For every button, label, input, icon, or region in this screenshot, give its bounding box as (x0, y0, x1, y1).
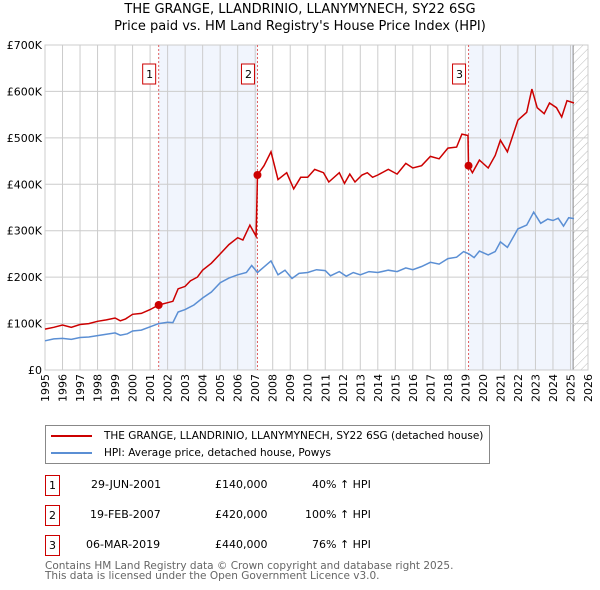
x-tick-label: 1996 (57, 374, 70, 402)
x-tick-label: 2015 (389, 374, 402, 402)
sale-date: 19-FEB-2007 (90, 508, 161, 521)
x-tick-label: 2017 (424, 374, 437, 402)
y-tick-label: £100K (7, 318, 43, 331)
y-tick-label: £0 (28, 364, 42, 377)
x-tick-label: 2014 (372, 374, 385, 402)
sale-hpi: 76% ↑ HPI (312, 538, 371, 551)
sale-number: 3 (45, 535, 60, 556)
sale-label-box (452, 63, 467, 85)
x-tick-label: 1999 (109, 374, 122, 402)
x-tick-label: 2016 (407, 374, 420, 402)
sale-label-box (240, 63, 255, 85)
x-tick-label: 2012 (337, 374, 350, 402)
x-tick-label: 2000 (127, 374, 140, 402)
hpi-line (44, 210, 575, 342)
x-tick-label: 2026 (582, 374, 595, 402)
x-tick-label: 2005 (214, 374, 227, 402)
sale-label-text: 3 (456, 68, 463, 81)
x-tick-label: 1995 (39, 374, 52, 402)
x-tick-label: 2024 (547, 374, 560, 402)
x-tick-label: 2011 (319, 374, 332, 402)
x-tick-label: 2010 (302, 374, 315, 402)
y-tick-label: £300K (7, 225, 43, 238)
x-tick-label: 2007 (249, 374, 262, 402)
x-tick-label: 2004 (197, 374, 210, 402)
forecast-hatch (573, 45, 588, 370)
sale-point (464, 161, 473, 170)
x-tick-label: 2023 (529, 374, 542, 402)
property-price-line (44, 88, 575, 330)
legend-swatch-red (51, 435, 92, 437)
sale-label-box (142, 63, 157, 85)
sale-number: 1 (45, 475, 60, 496)
sale-label-text: 2 (245, 68, 252, 81)
footer-line: Contains HM Land Registry data © Crown c… (45, 560, 454, 572)
x-tick-label: 2022 (512, 374, 525, 402)
shade-region-1 (158, 45, 258, 370)
sale-row-1: 1 29-JUN-2001 £140,000 40% ↑ HPI (45, 475, 465, 496)
x-tick-label: 2018 (442, 374, 455, 402)
sale-price: £440,000 (215, 538, 268, 551)
x-tick-label: 2013 (354, 374, 367, 402)
x-tick-label: 2009 (284, 374, 297, 402)
sale-row-3: 3 06-MAR-2019 £440,000 76% ↑ HPI (45, 535, 465, 556)
footer: Contains HM Land Registry data © Crown c… (45, 560, 454, 582)
y-tick-label: £400K (7, 178, 43, 191)
sale-hpi: 100% ↑ HPI (305, 508, 371, 521)
legend: THE GRANGE, LLANDRINIO, LLANYMYNECH, SY2… (45, 425, 490, 464)
y-tick-label: £600K (7, 85, 43, 98)
y-tick-label: £700K (7, 39, 43, 52)
x-tick-label: 1998 (92, 374, 105, 402)
legend-swatch-blue (51, 452, 92, 454)
plot-area: 1995 1996 1997 1998 1999 2000 2001 2002 2003 2004… (7, 39, 595, 402)
x-tick-label: 2003 (179, 374, 192, 402)
x-tick-label: 2021 (494, 374, 507, 402)
sale-price: £420,000 (215, 508, 268, 521)
plot-frame (44, 44, 589, 371)
x-tick-label: 2002 (162, 374, 175, 402)
sale-hpi: 40% ↑ HPI (312, 478, 371, 491)
y-tick-label: £200K (7, 271, 43, 284)
sale-row-2: 2 19-FEB-2007 £420,000 100% ↑ HPI (45, 505, 465, 526)
chart-title: THE GRANGE, LLANDRINIO, LLANYMYNECH, SY2… (124, 2, 476, 17)
footer-line: This data is licensed under the Open Gov… (45, 570, 380, 582)
x-tick-label: 2008 (267, 374, 280, 402)
y-tick-label: £500K (7, 132, 43, 145)
x-tick-label: 2001 (144, 374, 157, 402)
sale-point (154, 301, 163, 309)
legend-item-property: THE GRANGE, LLANDRINIO, LLANYMYNECH, SY2… (46, 428, 483, 444)
sale-label-text: 1 (146, 68, 153, 81)
sale-date: 29-JUN-2001 (91, 478, 162, 491)
legend-label: THE GRANGE, LLANDRINIO, LLANYMYNECH, SY2… (104, 430, 484, 442)
sale-price: £140,000 (215, 478, 268, 491)
sale-date: 06-MAR-2019 (86, 538, 161, 551)
sale-point (253, 171, 262, 179)
x-tick-label: 1997 (74, 374, 87, 402)
legend-item-hpi: HPI: Average price, detached house, Powy… (46, 445, 331, 461)
shade-region-3 (468, 45, 574, 370)
x-tick-label: 2019 (459, 374, 472, 402)
sale-number: 2 (45, 505, 60, 526)
x-tick-label: 2006 (232, 374, 245, 402)
x-tick-label: 2025 (564, 374, 577, 402)
x-tick-label: 2020 (477, 374, 490, 402)
legend-label: HPI: Average price, detached house, Powy… (104, 447, 332, 459)
chart-subtitle: Price paid vs. HM Land Registry's House … (114, 19, 486, 34)
